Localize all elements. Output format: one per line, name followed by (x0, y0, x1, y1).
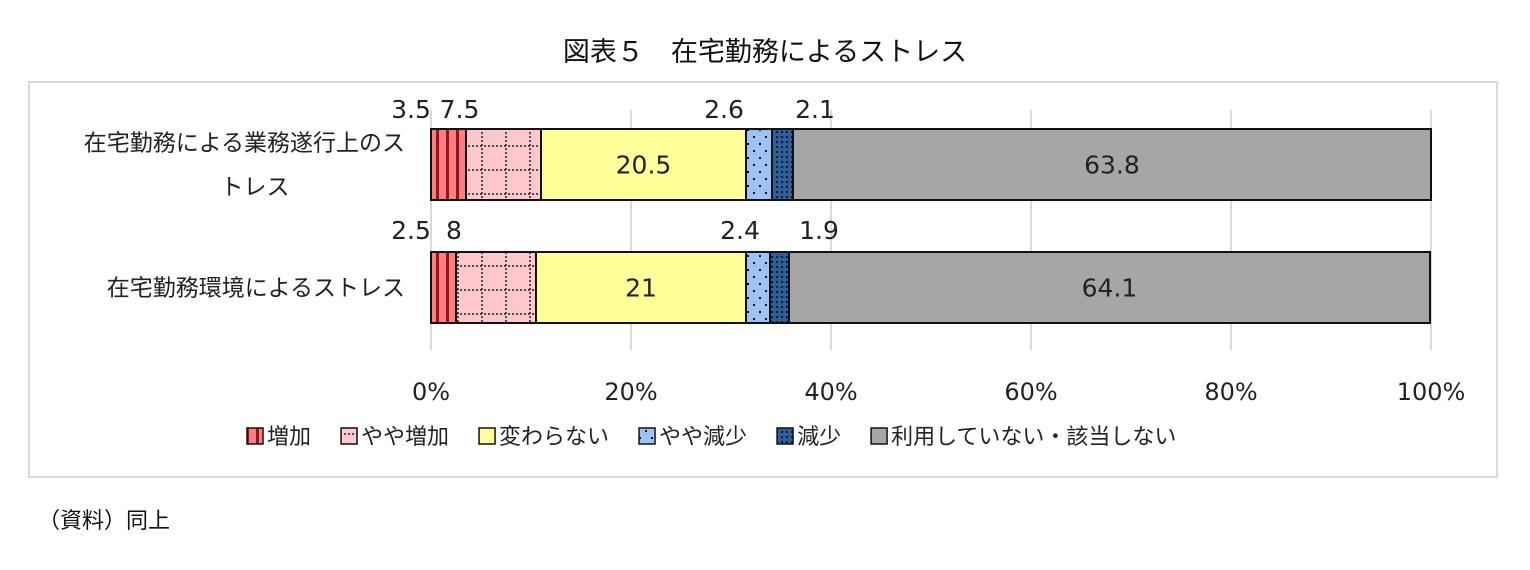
x-tick-label: 80% (1204, 378, 1257, 406)
bar-segment (430, 128, 467, 201)
legend-swatch (776, 427, 794, 445)
data-label: 2.5 (391, 216, 431, 245)
legend-item: 減少 (776, 425, 841, 450)
data-label: 3.5 (391, 95, 431, 124)
legend-swatch (246, 427, 264, 445)
legend-label: 利用していない・該当しない (891, 425, 1176, 450)
data-label: 2.4 (720, 216, 760, 245)
x-tick-label: 40% (804, 378, 857, 406)
bar-segment (430, 251, 457, 324)
data-label: 63.8 (1084, 151, 1140, 180)
data-label: 8 (446, 216, 462, 245)
data-label: 7.5 (440, 95, 480, 124)
legend-label: 減少 (797, 425, 841, 450)
legend-label: やや減少 (659, 425, 747, 450)
bar-segment (465, 128, 542, 201)
legend-item: やや増加 (340, 425, 449, 450)
category-label: トレス (221, 175, 290, 201)
legend-label: 変わらない (499, 425, 609, 450)
data-label: 1.9 (799, 216, 839, 245)
x-tick-label: 20% (604, 378, 657, 406)
legend-item: 利用していない・該当しない (870, 425, 1176, 450)
data-label: 2.1 (795, 95, 835, 124)
category-label: 在宅勤務環境によるストレス (107, 276, 405, 302)
x-tick-label: 100% (1397, 378, 1466, 406)
data-label: 20.5 (616, 151, 672, 180)
data-label: 64.1 (1082, 274, 1138, 303)
legend-label: 増加 (267, 425, 311, 450)
legend-swatch (478, 427, 496, 445)
chart-title: 図表５ 在宅勤務によるストレス (562, 37, 968, 68)
legend-swatch (638, 427, 656, 445)
x-tick-label: 0% (412, 378, 450, 406)
data-label: 2.6 (704, 95, 744, 124)
chart-frame (28, 81, 1498, 478)
x-tick-label: 60% (1004, 378, 1057, 406)
category-label: 在宅勤務による業務遂行上のス (84, 131, 405, 157)
bar-segment (535, 251, 747, 324)
bar-segment (745, 251, 771, 324)
bar-segment (455, 251, 537, 324)
bar-segment (792, 128, 1432, 201)
legend-swatch (340, 427, 358, 445)
legend-label: やや増加 (361, 425, 449, 450)
source-note: （資料）同上 (38, 509, 171, 534)
bar-segment (771, 128, 794, 201)
bar-segment (769, 251, 790, 324)
legend-item: 増加 (246, 425, 311, 450)
data-label: 21 (625, 274, 657, 303)
legend-item: やや減少 (638, 425, 747, 450)
bar-segment (788, 251, 1431, 324)
bar-segment (745, 128, 773, 201)
legend-swatch (870, 427, 888, 445)
legend-item: 変わらない (478, 425, 609, 450)
